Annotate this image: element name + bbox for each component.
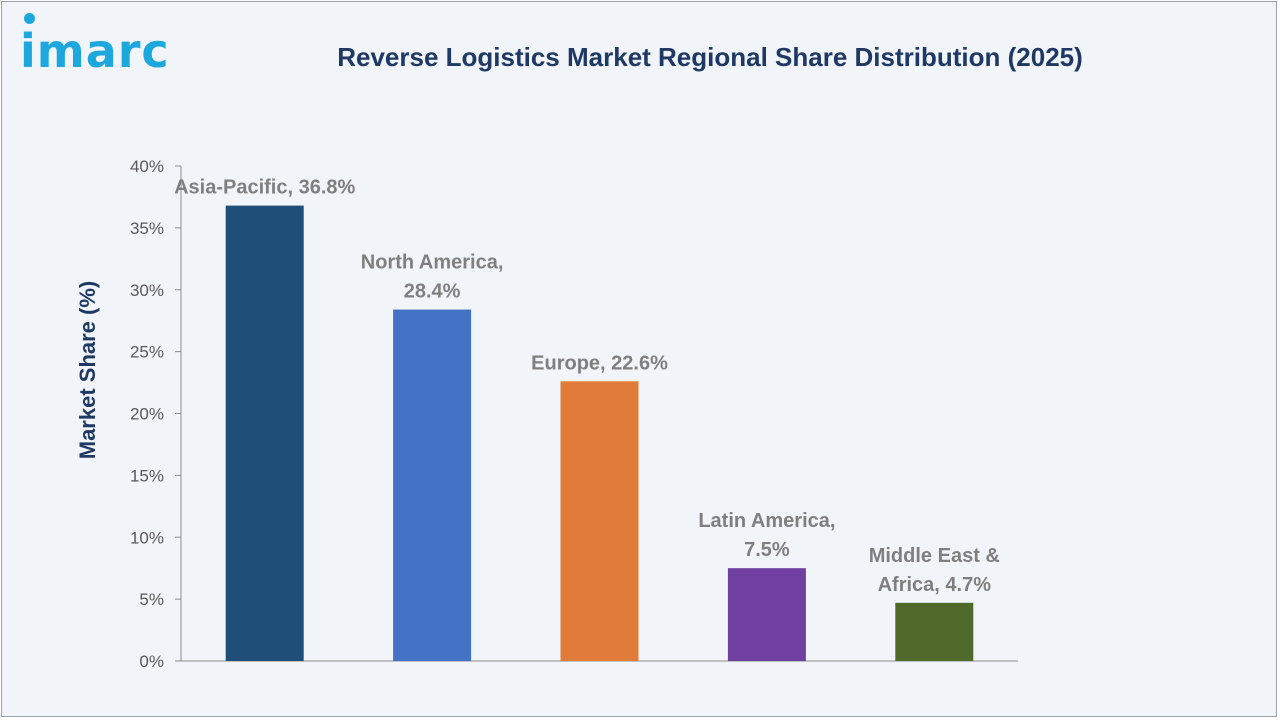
data-label: North America, bbox=[361, 252, 504, 274]
y-tick-label: 35% bbox=[130, 219, 164, 238]
y-tick-label: 30% bbox=[130, 281, 164, 300]
y-tick-label: 25% bbox=[130, 343, 164, 362]
data-label: Latin America, bbox=[698, 510, 835, 532]
data-label: Asia-Pacific, 36.8% bbox=[174, 177, 355, 199]
y-tick-label: 15% bbox=[130, 466, 164, 485]
bar-asia-pacific bbox=[225, 205, 304, 661]
y-tick-label: 5% bbox=[139, 590, 164, 609]
y-tick-label: 10% bbox=[130, 528, 164, 547]
axes: 0% 5% 10% 15% 20% 25% 30% 35% 40% bbox=[130, 157, 1018, 671]
data-label: Africa, 4.7% bbox=[878, 574, 992, 596]
bar-middle-east-africa bbox=[895, 602, 974, 661]
bar-latin-america bbox=[727, 568, 806, 661]
bar-north-america bbox=[393, 309, 472, 661]
logo-dot bbox=[24, 13, 35, 24]
imarc-logo: imarc bbox=[20, 24, 170, 78]
y-tick-label: 20% bbox=[130, 405, 164, 424]
data-labels: Asia-Pacific, 36.8% North America, 28.4% Eu… bbox=[174, 177, 1000, 596]
bars bbox=[225, 205, 974, 661]
chart-title: Reverse Logistics Market Regional Share … bbox=[337, 42, 1083, 72]
y-tick-label: 40% bbox=[130, 157, 164, 176]
bar-europe bbox=[560, 381, 639, 661]
data-label: Europe, 22.6% bbox=[531, 352, 668, 374]
data-label: Middle East & bbox=[869, 545, 1000, 567]
data-label: 28.4% bbox=[404, 281, 461, 303]
data-label: 7.5% bbox=[744, 539, 790, 561]
y-tick-label: 0% bbox=[139, 652, 164, 671]
